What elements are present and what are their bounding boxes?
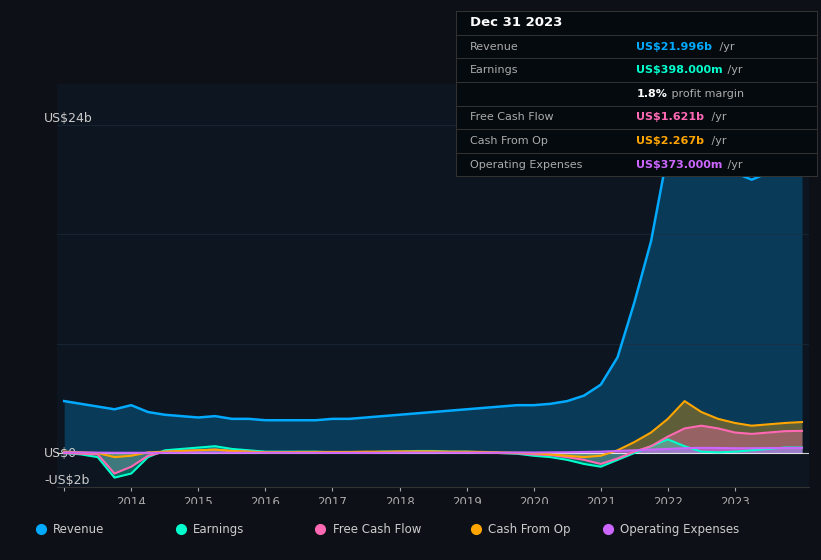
- Text: profit margin: profit margin: [668, 89, 744, 99]
- Text: /yr: /yr: [723, 65, 742, 75]
- Text: US$1.621b: US$1.621b: [636, 113, 704, 123]
- Text: US$0: US$0: [44, 446, 77, 460]
- Text: Cash From Op: Cash From Op: [470, 136, 548, 146]
- Text: US$21.996b: US$21.996b: [636, 41, 713, 52]
- Text: Revenue: Revenue: [53, 522, 105, 536]
- Text: Free Cash Flow: Free Cash Flow: [333, 522, 421, 536]
- Text: Earnings: Earnings: [470, 65, 519, 75]
- Text: Dec 31 2023: Dec 31 2023: [470, 16, 562, 30]
- Text: US$373.000m: US$373.000m: [636, 160, 722, 170]
- Text: Cash From Op: Cash From Op: [488, 522, 571, 536]
- Text: -US$2b: -US$2b: [44, 474, 89, 487]
- Text: Operating Expenses: Operating Expenses: [470, 160, 582, 170]
- Text: /yr: /yr: [708, 136, 727, 146]
- Text: /yr: /yr: [708, 113, 727, 123]
- Text: /yr: /yr: [716, 41, 734, 52]
- Text: Revenue: Revenue: [470, 41, 519, 52]
- Text: 1.8%: 1.8%: [636, 89, 667, 99]
- Text: Operating Expenses: Operating Expenses: [620, 522, 739, 536]
- Text: /yr: /yr: [723, 160, 742, 170]
- Text: US$2.267b: US$2.267b: [636, 136, 704, 146]
- Text: US$398.000m: US$398.000m: [636, 65, 723, 75]
- Text: US$24b: US$24b: [44, 112, 93, 125]
- Text: Free Cash Flow: Free Cash Flow: [470, 113, 553, 123]
- Text: Earnings: Earnings: [193, 522, 245, 536]
